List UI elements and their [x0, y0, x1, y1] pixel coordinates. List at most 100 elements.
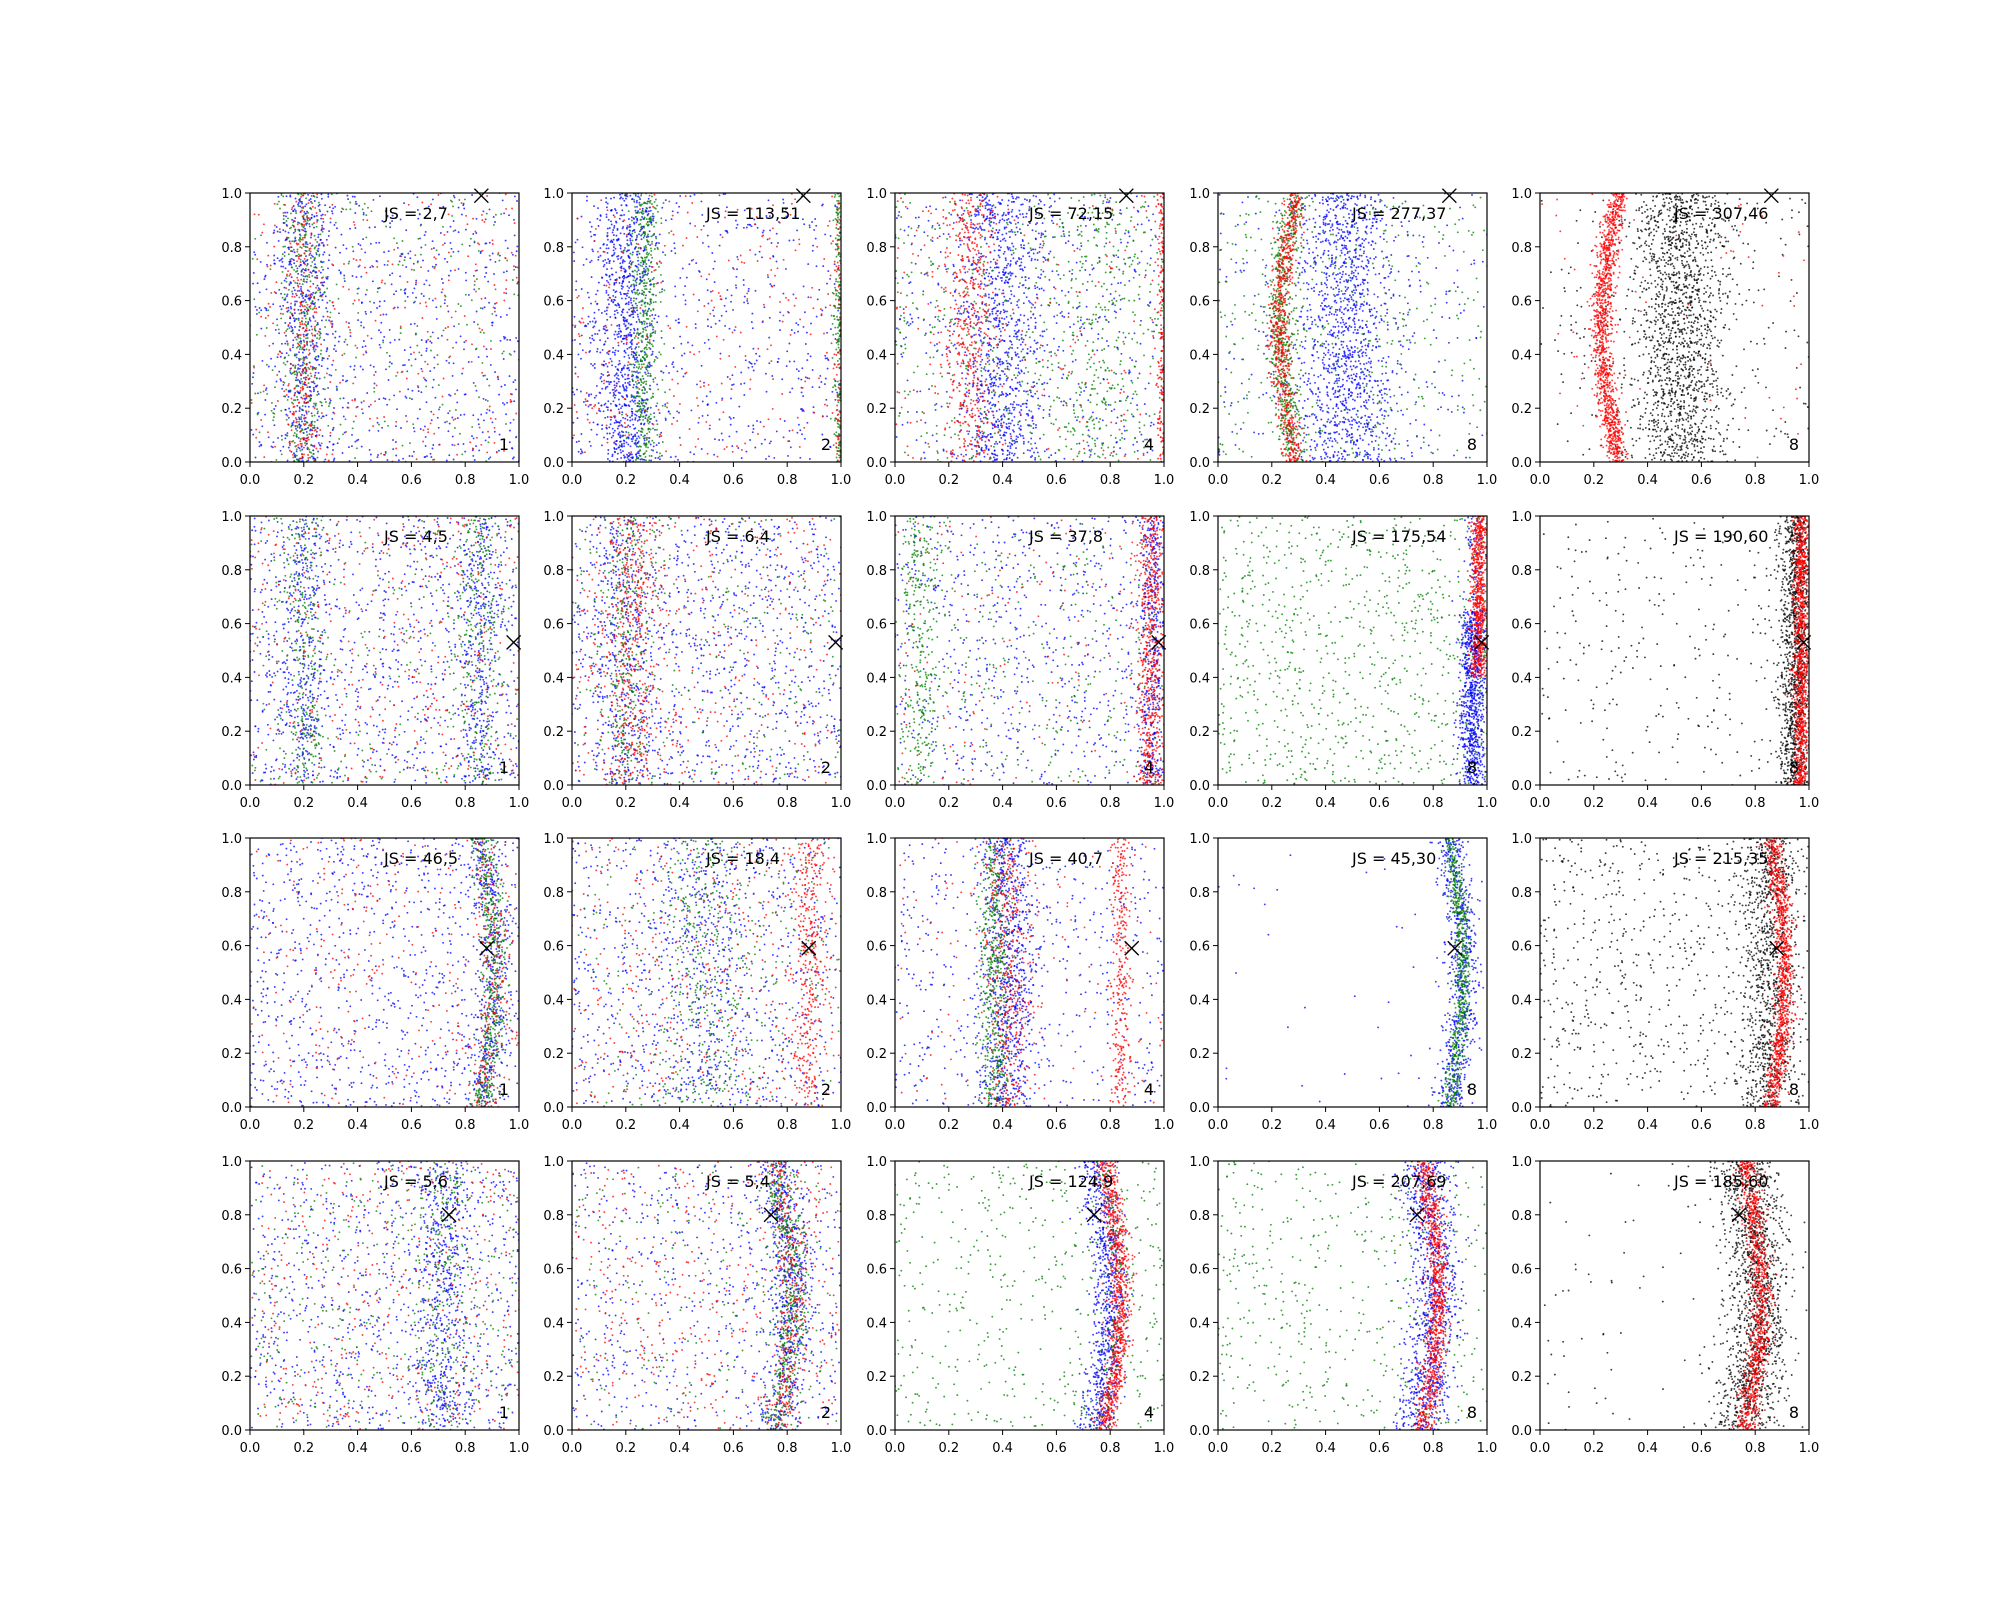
x-tick-label: 0.4 [992, 796, 1013, 811]
corner-label: 2 [821, 1080, 831, 1099]
x-tick-label: 0.6 [401, 1118, 422, 1133]
y-tick-label: 0.8 [221, 564, 242, 579]
x-tick-label: 0.2 [1583, 1441, 1604, 1456]
scatter-panel-1: 0.0 0.0 0.2 0.2 0.4 0.4 0.6 0.6 0.8 0.8 1.0 1.0 JS =… [221, 187, 529, 488]
x-tick-label: 0.8 [1423, 1441, 1444, 1456]
x-tick-label: 0.0 [562, 1118, 583, 1133]
y-tick-label: 0.0 [866, 779, 887, 794]
y-tick-label: 1.0 [1511, 187, 1532, 202]
x-tick-label: 0.2 [938, 1118, 959, 1133]
y-tick-label: 0.4 [1511, 1316, 1532, 1331]
x-tick-label: 0.0 [1208, 1118, 1229, 1133]
x-tick-label: 0.4 [1637, 1118, 1658, 1133]
x-tick-label: 1.0 [1477, 796, 1498, 811]
axes-frame [249, 1160, 520, 1431]
x-tick-label: 0.2 [1261, 1118, 1282, 1133]
y-tick-label: 0.0 [1511, 1424, 1532, 1439]
scatter-panel-9: 0.0 0.0 0.2 0.2 0.4 0.4 0.6 0.6 0.8 0.8 1.0 1.0 JS =… [1189, 510, 1497, 811]
x-tick-label: 0.4 [347, 1118, 368, 1133]
x-marker [1731, 1207, 1747, 1223]
scatter-panel-18: 0.0 0.0 0.2 0.2 0.4 0.4 0.6 0.6 0.8 0.8 1.0 1.0 JS =… [866, 1155, 1174, 1456]
y-tick-label: 0.8 [1511, 886, 1532, 901]
y-tick-label: 0.0 [543, 1101, 564, 1116]
scatter-points [1218, 1161, 1487, 1430]
x-tick-label: 0.6 [1369, 1118, 1390, 1133]
x-tick-label: 1.0 [1154, 796, 1175, 811]
y-tick-label: 0.6 [866, 940, 887, 955]
js-label: JS = 2,7 [383, 204, 448, 223]
scatter-panel-4: 0.0 0.0 0.2 0.2 0.4 0.4 0.6 0.6 0.8 0.8 1.0 1.0 JS =… [1189, 187, 1497, 488]
y-tick-label: 0.2 [543, 1370, 564, 1385]
x-marker [1151, 634, 1167, 650]
y-tick-label: 0.4 [221, 993, 242, 1008]
y-tick-label: 0.4 [1511, 671, 1532, 686]
x-marker [1474, 634, 1490, 650]
scatter-panel-7: 0.0 0.0 0.2 0.2 0.4 0.4 0.6 0.6 0.8 0.8 1.0 1.0 JS =… [543, 510, 851, 811]
x-marker [763, 1207, 779, 1223]
y-tick-label: 0.8 [221, 241, 242, 256]
y-tick-label: 1.0 [543, 832, 564, 847]
y-tick-label: 0.8 [866, 564, 887, 579]
y-tick-label: 0.8 [1511, 1209, 1532, 1224]
x-tick-label: 0.6 [1691, 1441, 1712, 1456]
x-marker [801, 940, 817, 956]
x-tick-label: 1.0 [1154, 1118, 1175, 1133]
x-tick-label: 1.0 [1154, 473, 1175, 488]
y-tick-label: 0.2 [221, 725, 242, 740]
y-tick-label: 0.8 [543, 241, 564, 256]
x-marker [1124, 940, 1140, 956]
axes-frame [571, 515, 842, 786]
scatter-panel-8: 0.0 0.0 0.2 0.2 0.4 0.4 0.6 0.6 0.8 0.8 1.0 1.0 JS =… [866, 510, 1174, 811]
scatter-points [1540, 193, 1809, 462]
corner-label: 4 [1144, 435, 1154, 454]
y-tick-label: 0.6 [1189, 618, 1210, 633]
y-tick-label: 1.0 [221, 1155, 242, 1170]
x-marker [1118, 188, 1134, 204]
x-tick-label: 0.2 [615, 473, 636, 488]
x-tick-label: 0.8 [1423, 796, 1444, 811]
js-label: JS = 307,46 [1673, 204, 1768, 223]
x-marker [1769, 940, 1785, 956]
corner-label: 8 [1467, 758, 1477, 777]
y-tick-label: 0.0 [866, 456, 887, 471]
x-tick-label: 0.8 [1423, 1118, 1444, 1133]
x-marker [479, 940, 495, 956]
scatter-points [250, 516, 519, 785]
axes-frame [1539, 837, 1810, 1108]
x-tick-label: 0.6 [1369, 796, 1390, 811]
x-tick-label: 0.2 [615, 1118, 636, 1133]
x-tick-label: 0.2 [1583, 796, 1604, 811]
js-label: JS = 113,51 [705, 204, 800, 223]
js-label: JS = 190,60 [1673, 527, 1768, 546]
js-label: JS = 175,54 [1351, 527, 1446, 546]
y-tick-label: 0.8 [1189, 241, 1210, 256]
y-tick-label: 0.2 [866, 725, 887, 740]
axes-frame [1539, 1160, 1810, 1431]
scatter-points [1541, 516, 1809, 785]
x-tick-label: 1.0 [509, 796, 530, 811]
x-tick-label: 0.6 [1369, 473, 1390, 488]
axes-frame [894, 192, 1165, 463]
x-tick-label: 0.8 [1745, 796, 1766, 811]
y-tick-label: 1.0 [866, 510, 887, 525]
axes-frame [571, 837, 842, 1108]
x-tick-label: 0.6 [723, 1118, 744, 1133]
js-label: JS = 37,8 [1028, 527, 1103, 546]
axes-frame [894, 1160, 1165, 1431]
x-tick-label: 0.4 [347, 1441, 368, 1456]
x-tick-label: 0.0 [1530, 796, 1551, 811]
y-tick-label: 0.6 [221, 618, 242, 633]
js-label: JS = 207,69 [1351, 1172, 1446, 1191]
x-marker [441, 1207, 457, 1223]
y-tick-label: 1.0 [1511, 832, 1532, 847]
axes-frame [571, 1160, 842, 1431]
scatter-panel-3: 0.0 0.0 0.2 0.2 0.4 0.4 0.6 0.6 0.8 0.8 1.0 1.0 JS =… [866, 187, 1174, 488]
x-tick-label: 0.2 [938, 473, 959, 488]
x-tick-label: 0.8 [777, 1441, 798, 1456]
axes-frame [1217, 515, 1488, 786]
scatter-panel-17: 0.0 0.0 0.2 0.2 0.4 0.4 0.6 0.6 0.8 0.8 1.0 1.0 JS =… [543, 1155, 851, 1456]
y-tick-label: 0.4 [1511, 993, 1532, 1008]
x-tick-label: 0.4 [669, 1118, 690, 1133]
x-tick-label: 0.6 [1046, 1441, 1067, 1456]
scatter-points [572, 516, 841, 785]
